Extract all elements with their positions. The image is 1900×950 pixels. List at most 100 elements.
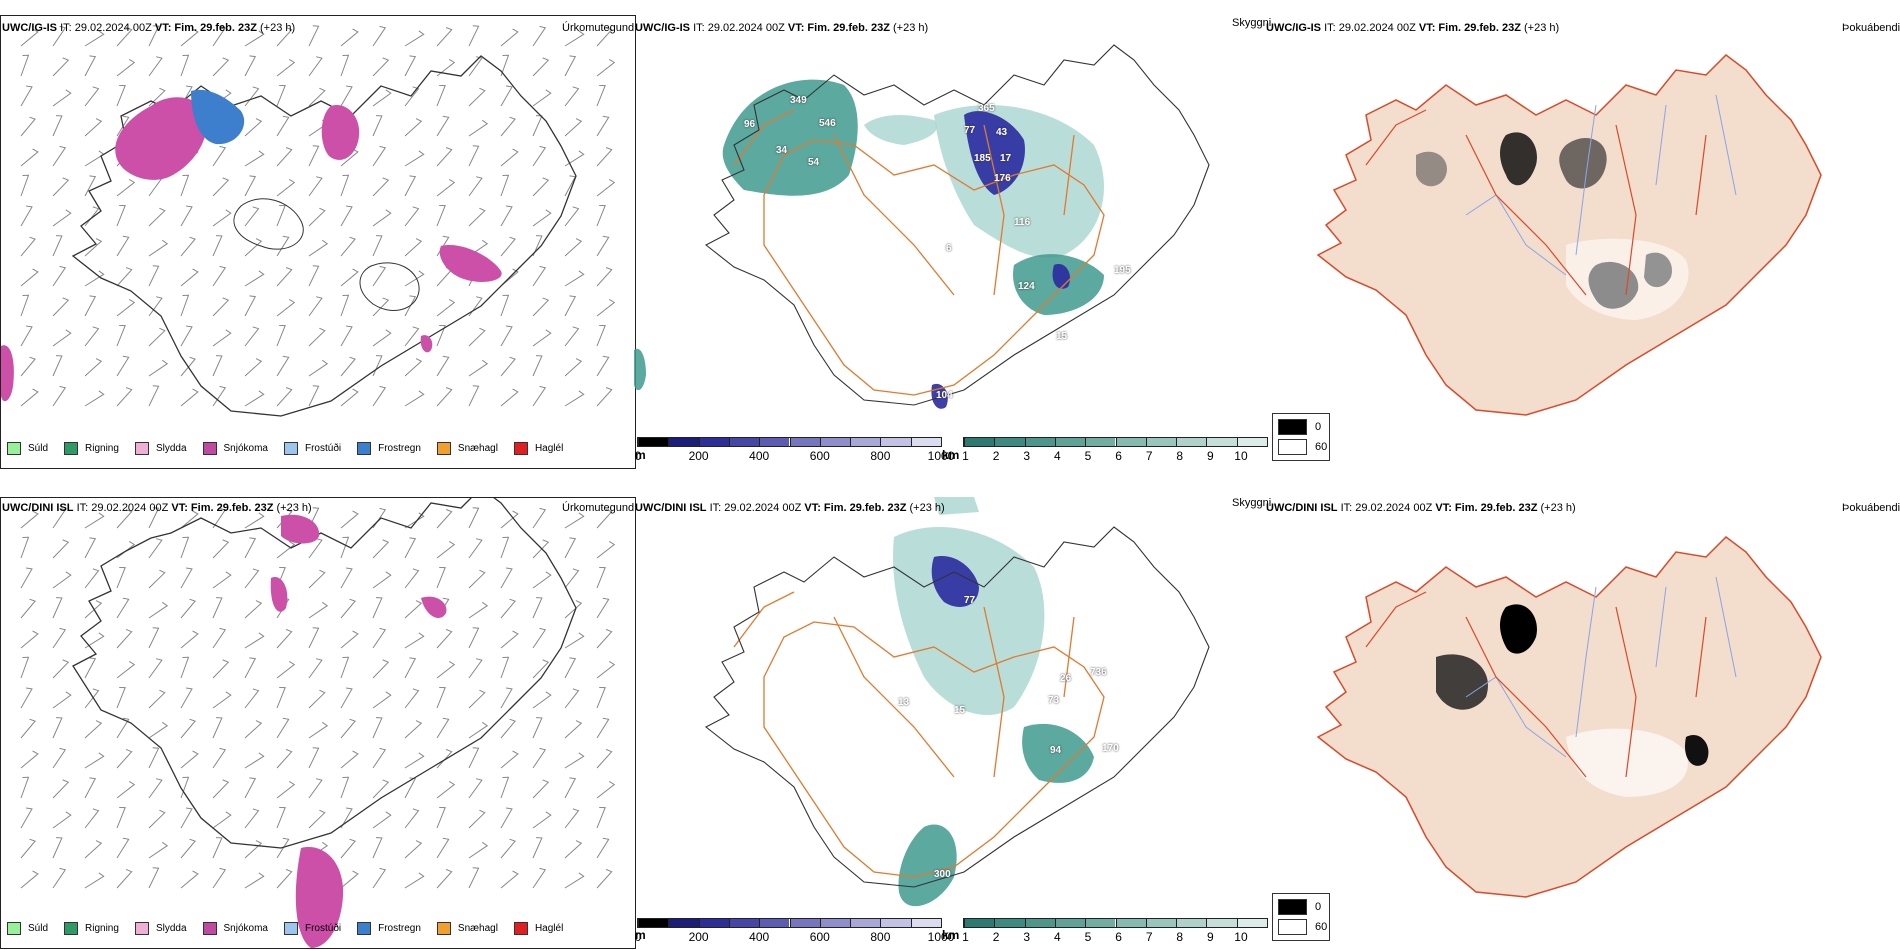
- ceiling-colorbar-top: 0 200 400 600 800 1000: [635, 437, 954, 463]
- wind-barb: [436, 27, 453, 47]
- ceiling-label: 546: [819, 118, 836, 129]
- wind-barb: [372, 177, 390, 197]
- wind-barb: [404, 568, 420, 589]
- wind-barb: [308, 207, 326, 227]
- wind-barb: [212, 297, 230, 317]
- wind-barb: [340, 630, 359, 649]
- wind-barb: [244, 537, 257, 559]
- wind-barb: [244, 752, 265, 769]
- snow-area: [295, 847, 344, 948]
- legend-swatch: [513, 922, 528, 935]
- wind-barb: [212, 329, 232, 347]
- wind-barb: [244, 295, 257, 317]
- wind-barb: [404, 808, 420, 829]
- road-network: [1365, 591, 1707, 778]
- wind-barb: [180, 718, 196, 739]
- colorbar-segment: [850, 919, 881, 927]
- wind-barb: [596, 178, 616, 197]
- wind-barb: [52, 329, 72, 347]
- wind-barb: [596, 115, 610, 137]
- wind-barb: [276, 298, 296, 317]
- fog-map-bottom: [1316, 536, 1822, 898]
- wind-barb: [308, 296, 323, 317]
- init-time: IT: 29.02.2024 00Z: [1324, 22, 1416, 34]
- wind-barb: [532, 867, 547, 889]
- wind-barb: [436, 387, 453, 407]
- wind-barb: [180, 388, 199, 407]
- ceiling-label: 73: [1048, 695, 1060, 706]
- wind-barb: [308, 265, 320, 287]
- wind-barb: [180, 807, 193, 829]
- fog-legend-swatch: [1278, 439, 1307, 455]
- wind-barb: [148, 385, 160, 407]
- lead-time: (+23 h): [1540, 502, 1576, 514]
- wind-barb: [276, 807, 286, 829]
- wind-barb: [244, 326, 260, 347]
- ceiling-label: 349: [790, 95, 807, 106]
- wind-barb: [468, 119, 489, 137]
- colorbar-segment: [668, 919, 699, 927]
- wind-barb: [244, 30, 265, 47]
- wind-barb: [500, 85, 513, 107]
- wind-barb: [596, 687, 606, 709]
- wind-barb: [340, 870, 359, 889]
- wind-barb: [564, 118, 583, 137]
- wind-barb: [180, 268, 199, 287]
- wind-barb: [116, 717, 130, 739]
- valid-time: Fim. 29.feb. 23Z: [1438, 22, 1521, 34]
- fog-legend-swatch: [1278, 899, 1307, 915]
- wind-barb: [52, 57, 70, 77]
- wind-barb: [84, 206, 100, 227]
- wind-barb: [372, 539, 390, 559]
- snow-area: [421, 596, 447, 618]
- wind-barb: [148, 658, 163, 679]
- wind-barb: [244, 808, 260, 829]
- wind-barb: [468, 627, 480, 649]
- wind-barb: [500, 28, 519, 47]
- colorbar-segment: [880, 438, 911, 446]
- wind-barb: [148, 359, 169, 377]
- legend-item: Frostregn: [357, 442, 421, 455]
- wind-barb: [276, 325, 286, 347]
- wind-barb: [468, 207, 486, 227]
- wind-barb: [244, 777, 257, 799]
- legend-swatch: [436, 922, 451, 935]
- wind-barb: [308, 689, 326, 709]
- wind-barb: [436, 660, 456, 679]
- wind-barb: [20, 718, 36, 739]
- wind-barb: [20, 294, 30, 317]
- wind-barb: [372, 57, 390, 77]
- legend-label: Slydda: [155, 443, 187, 454]
- wind-barb: [276, 629, 293, 649]
- legend-item: Rigning: [64, 922, 119, 935]
- precip-legend-bottom: Súld Rigning Slydda Snjókoma Frostúði Frostre…: [7, 922, 579, 935]
- wind-barb: [532, 659, 550, 679]
- wind-barb: [20, 268, 39, 287]
- wind-barb: [20, 807, 33, 829]
- wind-barb: [52, 297, 70, 317]
- wind-barb: [84, 270, 105, 287]
- colorbar-segment: [994, 919, 1025, 927]
- wind-barb: [52, 265, 67, 287]
- wind-barb: [212, 539, 230, 559]
- colorbar-segment: [1176, 919, 1207, 927]
- colorbar-tick-label: 600: [809, 930, 830, 944]
- wind-barb: [436, 567, 446, 589]
- wind-barb: [500, 356, 516, 377]
- fog-panel-bottom: [1266, 497, 1900, 947]
- wind-barb: [20, 838, 36, 859]
- wind-barb: [532, 539, 550, 559]
- wind-barb: [468, 327, 486, 347]
- lead-time: (+23 h): [1524, 22, 1560, 34]
- wind-barb: [308, 538, 323, 559]
- wind-barb: [500, 630, 519, 649]
- wind-barb: [468, 601, 489, 619]
- wind-barb: [468, 538, 483, 559]
- model-label: UWC/DINI ISL: [2, 502, 74, 514]
- visibility-unit: km: [942, 448, 960, 462]
- wind-barb: [308, 25, 320, 47]
- init-time: IT: 29.02.2024 00Z: [76, 502, 169, 514]
- wind-barb: [116, 629, 133, 649]
- wind-barb: [212, 57, 230, 77]
- wind-barb: [20, 567, 33, 589]
